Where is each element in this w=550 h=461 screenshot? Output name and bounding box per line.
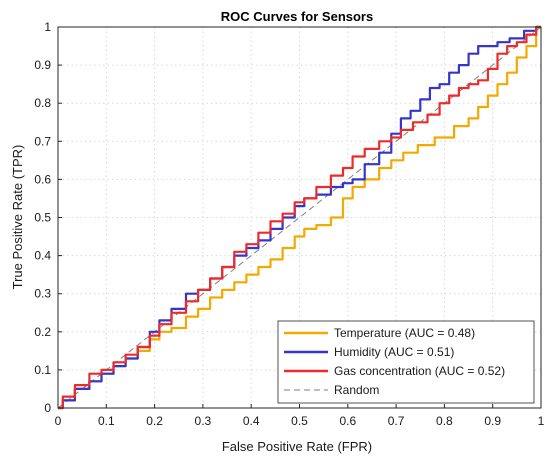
legend-label-gas-concentration: Gas concentration (AUC = 0.52) bbox=[334, 364, 505, 378]
y-tick-label: 0.3 bbox=[34, 287, 51, 301]
x-tick-label: 0.8 bbox=[436, 414, 453, 428]
y-tick-label: 0 bbox=[44, 401, 51, 415]
legend-label-temperature: Temperature (AUC = 0.48) bbox=[334, 326, 475, 340]
legend-label-humidity: Humidity (AUC = 0.51) bbox=[334, 345, 454, 359]
x-tick-label: 0.1 bbox=[98, 414, 115, 428]
x-tick-label: 0.7 bbox=[388, 414, 405, 428]
y-tick-label: 0.1 bbox=[34, 363, 51, 377]
x-tick-label: 0.2 bbox=[146, 414, 163, 428]
x-tick-label: 0.4 bbox=[243, 414, 260, 428]
x-tick-label: 0.3 bbox=[195, 414, 212, 428]
x-tick-label: 1 bbox=[538, 414, 545, 428]
y-tick-label: 0.4 bbox=[34, 249, 51, 263]
y-tick-label: 0.5 bbox=[34, 211, 51, 225]
y-tick-label: 0.6 bbox=[34, 172, 51, 186]
series-lines bbox=[57, 25, 542, 410]
x-tick-label: 0 bbox=[55, 414, 62, 428]
random-series-line bbox=[57, 26, 542, 409]
x-tick-label: 0.9 bbox=[484, 414, 501, 428]
x-axis-label: False Positive Rate (FPR) bbox=[222, 439, 372, 454]
gas-concentration-series-line bbox=[58, 25, 541, 410]
y-tick-label: 0.2 bbox=[34, 325, 51, 339]
x-tick-label: 0.5 bbox=[291, 414, 308, 428]
y-tick-label: 1 bbox=[44, 20, 51, 34]
y-tick-label: 0.7 bbox=[34, 134, 51, 148]
y-axis-label: True Positive Rate (TPR) bbox=[10, 145, 25, 290]
y-tick-label: 0.8 bbox=[34, 96, 51, 110]
axis-ticks: 0 0.1 0.2 0.3 0.4 0.5 0.6 0.7 0.8 0.9 1 0 0.1 0.2 0.3 0… bbox=[34, 20, 544, 428]
legend-box bbox=[277, 320, 535, 404]
legend: Temperature (AUC = 0.48) Humidity (AUC = … bbox=[277, 320, 535, 404]
grid bbox=[58, 27, 541, 408]
legend-label-random: Random bbox=[334, 383, 379, 397]
x-tick-label: 0.6 bbox=[339, 414, 356, 428]
chart-title: ROC Curves for Sensors bbox=[221, 9, 373, 24]
y-tick-label: 0.9 bbox=[34, 58, 51, 72]
